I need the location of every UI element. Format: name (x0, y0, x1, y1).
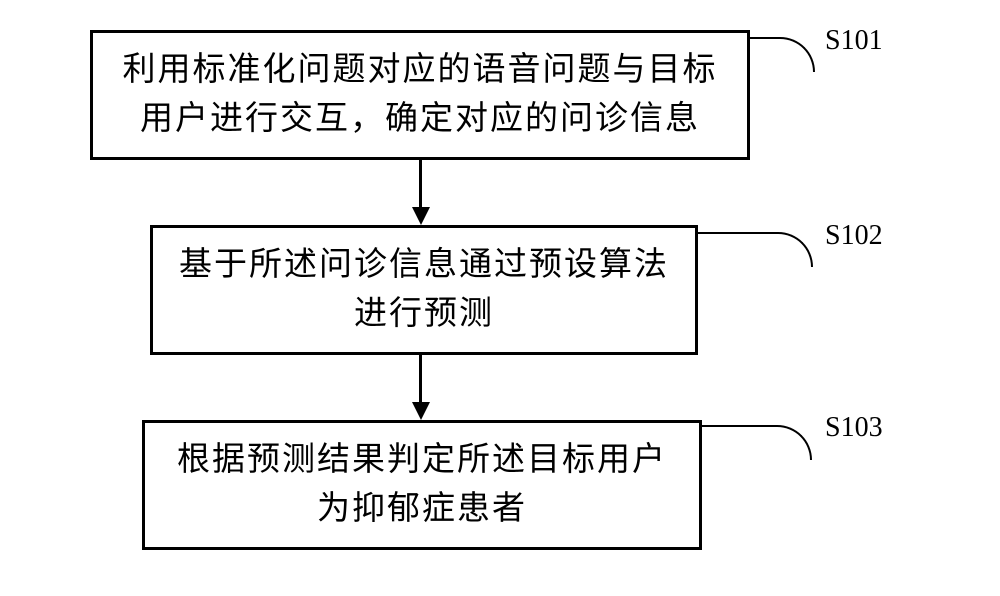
arrow-head-icon (412, 402, 430, 420)
node-label-s102: S102 (825, 220, 883, 252)
node-text: 基于所述问诊信息通过预设算法进行预测 (173, 241, 675, 340)
flowchart-container: 利用标准化问题对应的语音问题与目标用户进行交互，确定对应的问诊信息 S101 基… (90, 30, 910, 570)
flowchart-node-s103: 根据预测结果判定所述目标用户为抑郁症患者 (142, 420, 702, 550)
arrow-line (419, 355, 422, 404)
arrow-line (419, 160, 422, 209)
arrow-head-icon (412, 207, 430, 225)
label-connector (750, 37, 815, 72)
flowchart-node-s101: 利用标准化问题对应的语音问题与目标用户进行交互，确定对应的问诊信息 (90, 30, 750, 160)
label-connector (702, 425, 812, 460)
flowchart-node-s102: 基于所述问诊信息通过预设算法进行预测 (150, 225, 698, 355)
node-text: 利用标准化问题对应的语音问题与目标用户进行交互，确定对应的问诊信息 (113, 46, 727, 145)
node-label-s103: S103 (825, 412, 883, 444)
node-label-s101: S101 (825, 25, 883, 57)
node-text: 根据预测结果判定所述目标用户为抑郁症患者 (165, 436, 679, 535)
label-connector (698, 232, 813, 267)
